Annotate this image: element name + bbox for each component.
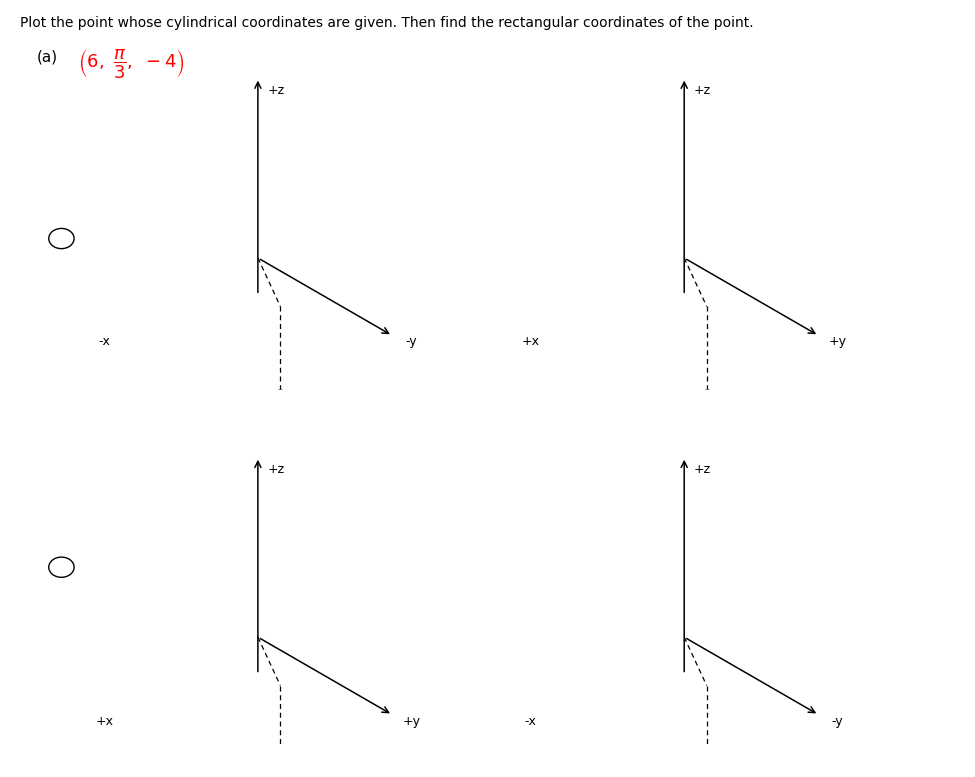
Text: +y: +y: [403, 715, 420, 727]
Text: +z: +z: [693, 463, 711, 476]
Text: +z: +z: [693, 84, 711, 97]
Text: +y: +y: [829, 336, 846, 348]
Text: +x: +x: [522, 336, 540, 348]
Text: -x: -x: [525, 715, 536, 727]
Text: +z: +z: [267, 84, 285, 97]
Text: +z: +z: [267, 463, 285, 476]
Text: +x: +x: [96, 715, 113, 727]
Text: $\left(6,\ \dfrac{\pi}{3},\ -4\right)$: $\left(6,\ \dfrac{\pi}{3},\ -4\right)$: [78, 47, 184, 79]
Text: (a): (a): [37, 50, 58, 64]
Text: -y: -y: [832, 715, 843, 727]
Text: -x: -x: [98, 336, 110, 348]
Text: Plot the point whose cylindrical coordinates are given. Then find the rectangula: Plot the point whose cylindrical coordin…: [20, 16, 753, 30]
Text: -y: -y: [406, 336, 417, 348]
